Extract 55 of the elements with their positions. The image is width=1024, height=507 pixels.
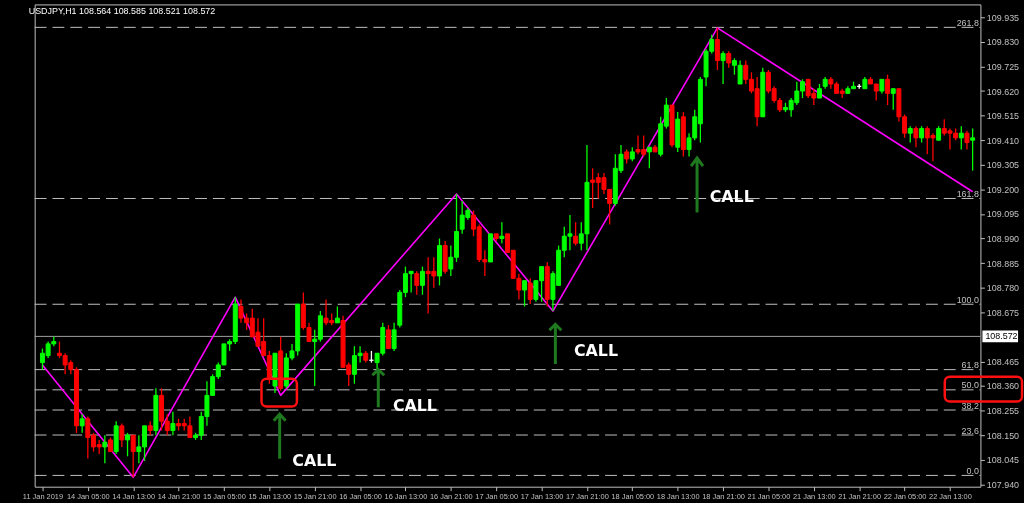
candlestick: [170, 411, 176, 436]
y-tick-label: 109.410: [986, 135, 1020, 146]
y-tick-label: 109.935: [986, 12, 1020, 23]
y-tick-label: 108.360: [986, 381, 1020, 392]
candlestick: [79, 413, 85, 434]
y-tick-label: 108.885: [986, 258, 1020, 269]
candlestick: [885, 74, 891, 106]
y-tick-label: 107.940: [986, 479, 1020, 490]
candlestick: [414, 270, 420, 296]
candlestick: [527, 277, 533, 305]
y2-tick-label: 100.0: [956, 294, 979, 305]
candlestick: [714, 27, 720, 71]
candlestick: [391, 322, 397, 352]
candlestick: [970, 127, 976, 172]
candlestick: [102, 434, 108, 464]
candlestick: [720, 50, 726, 85]
candlestick: [130, 434, 136, 478]
y2-tick-label: 161.8: [956, 189, 979, 200]
chart-title: USDJPY,H1 108.564 108.585 108.521 108.572: [28, 6, 216, 17]
y-tick-label: 109.830: [986, 37, 1020, 48]
y2-tick-label: 50.0: [961, 380, 979, 391]
candlestick: [958, 125, 964, 151]
y2-tick-label: 23.6: [961, 425, 979, 436]
candlestick: [646, 146, 652, 169]
y2-tick-label: 61.8: [961, 360, 979, 371]
y-tick-label: 109.620: [986, 86, 1020, 97]
y-tick-label: 109.515: [986, 111, 1020, 122]
y-tick-label: 108.255: [986, 406, 1020, 417]
candlestick: [119, 422, 125, 448]
candlestick: [913, 125, 919, 148]
candlestick: [385, 324, 391, 350]
candlestick: [419, 265, 425, 296]
annotation: CALL: [392, 396, 437, 416]
y-tick-label: 108.045: [986, 455, 1020, 466]
candlestick: [964, 130, 970, 151]
y2-tick-label: 261.8: [956, 17, 979, 28]
y-tick-label: 109.305: [986, 160, 1020, 171]
y2-tick-label: 38.2: [961, 400, 979, 411]
candlestick: [522, 280, 528, 308]
annotation: CALL: [292, 450, 337, 470]
annotation: CALL: [573, 340, 618, 360]
y2-tick-label: 0.0: [966, 465, 979, 476]
y-tick-label: 108.780: [986, 283, 1020, 294]
y-tick-label: 109.200: [986, 184, 1020, 195]
ref-line-label: 108.572: [985, 331, 1018, 342]
y-tick-label: 109.725: [986, 61, 1020, 72]
candlestick: [499, 221, 505, 244]
y-tick-label: 108.675: [986, 307, 1020, 318]
candlestick: [890, 88, 896, 111]
y-tick-label: 108.990: [986, 234, 1020, 244]
y-tick-label: 108.465: [986, 356, 1020, 367]
y-tick-label: 109.095: [986, 209, 1020, 220]
candlestick: [573, 221, 579, 247]
y-tick-label: 108.150: [986, 430, 1020, 441]
candlestick: [125, 432, 131, 457]
